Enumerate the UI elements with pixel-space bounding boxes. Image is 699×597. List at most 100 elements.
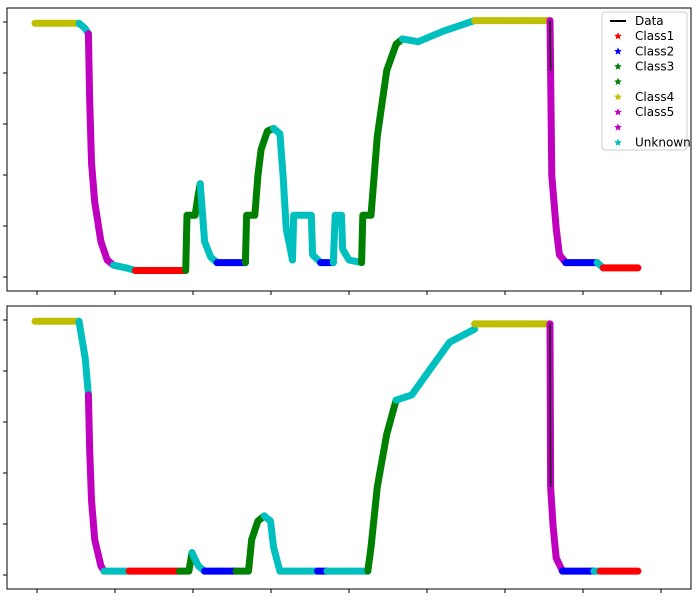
star-marker	[90, 192, 98, 200]
star-marker	[547, 494, 555, 502]
star-marker	[550, 201, 558, 208]
star-marker	[571, 567, 579, 574]
star-marker	[260, 512, 268, 519]
star-marker	[590, 567, 598, 574]
plot-frame	[6, 7, 692, 292]
star-marker	[330, 241, 338, 248]
star-marker	[95, 226, 103, 234]
legend-label: Class3	[635, 60, 674, 74]
star-marker	[359, 217, 367, 225]
star-marker	[323, 259, 331, 266]
star-marker	[414, 38, 422, 45]
star-marker	[243, 217, 250, 225]
star-marker	[281, 195, 288, 203]
legend-label: Class4	[635, 90, 674, 104]
star-marker	[384, 425, 392, 432]
star-marker	[253, 189, 260, 196]
star-marker	[31, 317, 39, 325]
star-marker	[622, 264, 630, 271]
star-marker	[194, 195, 201, 203]
star-marker	[375, 471, 383, 479]
star-marker	[86, 99, 94, 106]
legend-star-icon	[614, 77, 622, 85]
star-marker	[87, 135, 95, 142]
star-marker	[279, 172, 287, 179]
star-marker	[207, 567, 215, 574]
star-marker	[207, 253, 215, 261]
star-marker	[200, 226, 208, 233]
star-marker	[609, 567, 617, 574]
star-marker	[392, 40, 400, 48]
star-marker	[548, 178, 556, 185]
star-marker	[81, 354, 89, 361]
star-marker	[359, 223, 366, 230]
star-marker	[63, 19, 70, 27]
star-marker	[548, 148, 555, 156]
star-marker	[157, 266, 164, 274]
star-marker	[556, 251, 563, 258]
star-marker	[85, 408, 93, 416]
star-marker	[203, 243, 211, 250]
star-marker	[31, 19, 39, 27]
star-marker	[182, 248, 190, 255]
star-marker	[330, 253, 337, 260]
star-marker	[182, 260, 190, 268]
star-marker	[76, 323, 84, 331]
star-marker	[83, 379, 91, 386]
star-marker	[85, 53, 93, 60]
star-marker	[552, 219, 560, 226]
star-marker	[534, 17, 542, 24]
legend-label: Class2	[635, 44, 674, 58]
star-marker	[254, 517, 262, 525]
star-marker	[555, 244, 562, 251]
star-marker	[138, 266, 146, 274]
star-marker	[284, 231, 291, 238]
star-marker	[100, 567, 108, 574]
star-marker	[205, 248, 213, 255]
star-marker	[549, 511, 556, 518]
star-marker	[308, 234, 316, 241]
star-marker	[368, 531, 376, 539]
star-marker	[309, 245, 316, 252]
star-marker	[370, 513, 378, 521]
star-marker	[404, 36, 411, 43]
star-marker	[150, 567, 158, 574]
star-marker	[86, 443, 94, 451]
star-marker	[263, 127, 271, 134]
star-marker	[242, 241, 250, 248]
star-marker	[85, 432, 93, 439]
star-marker	[551, 541, 559, 549]
star-marker	[280, 183, 288, 191]
star-marker	[296, 211, 303, 219]
star-marker	[86, 111, 94, 118]
star-marker	[268, 530, 276, 538]
star-marker	[256, 152, 264, 159]
star-marker	[69, 317, 77, 325]
star-marker	[86, 461, 94, 468]
star-marker	[547, 131, 555, 138]
star-marker	[87, 129, 95, 136]
star-marker	[89, 519, 97, 526]
star-marker	[323, 567, 331, 574]
star-marker	[500, 320, 507, 327]
star-marker	[97, 238, 105, 245]
star-marker	[331, 217, 339, 225]
star-marker	[281, 201, 289, 208]
star-marker	[445, 25, 452, 33]
star-marker	[506, 320, 513, 327]
star-marker	[391, 402, 398, 409]
star-marker	[359, 211, 367, 219]
star-marker	[201, 567, 208, 574]
star-marker	[85, 47, 93, 54]
star-marker	[351, 257, 359, 265]
star-marker	[290, 224, 297, 231]
star-marker	[188, 549, 196, 556]
star-marker	[85, 403, 93, 410]
star-marker	[242, 229, 250, 236]
star-marker	[86, 449, 94, 457]
star-marker	[338, 223, 346, 230]
bottom-panel	[3, 305, 692, 593]
legend-label: Data	[635, 14, 664, 28]
star-marker	[551, 207, 559, 214]
